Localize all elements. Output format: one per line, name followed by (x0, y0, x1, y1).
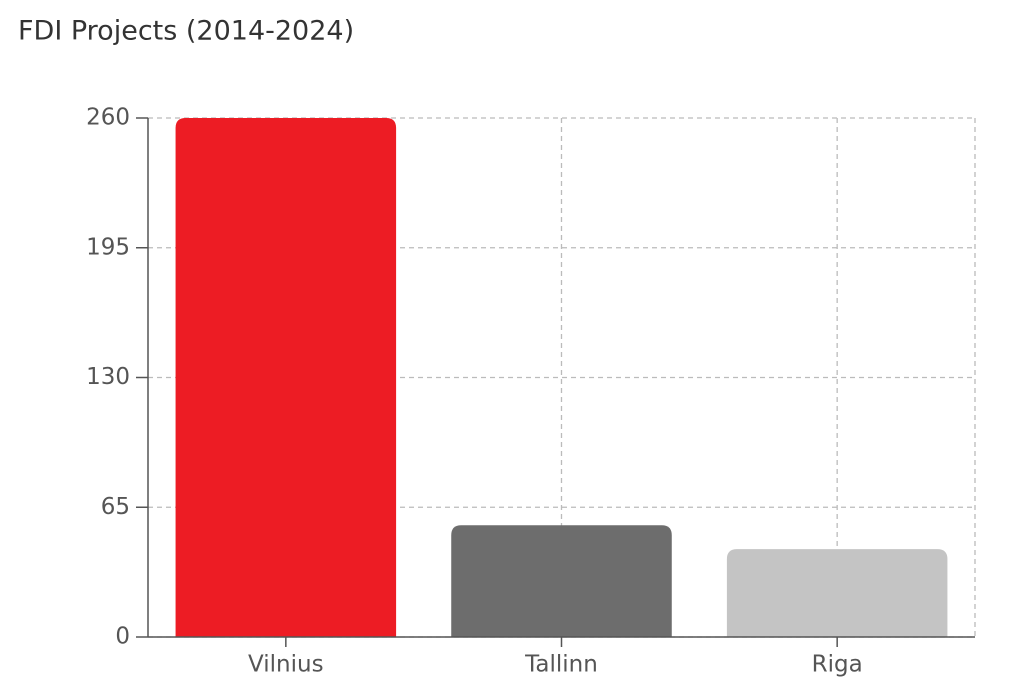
y-tick-label: 260 (86, 105, 130, 131)
y-tick-label: 195 (86, 234, 130, 260)
x-tick-label: Riga (812, 652, 863, 678)
y-tick-label: 65 (101, 494, 130, 520)
bar (175, 118, 397, 637)
y-tick-label: 130 (86, 364, 130, 390)
x-tick-label: Tallinn (524, 652, 598, 678)
x-tick-label: Vilnius (248, 652, 324, 678)
chart-title: FDI Projects (2014-2024) (18, 16, 354, 47)
bar (726, 549, 948, 637)
y-tick-label: 0 (115, 624, 130, 650)
bar (451, 525, 672, 637)
